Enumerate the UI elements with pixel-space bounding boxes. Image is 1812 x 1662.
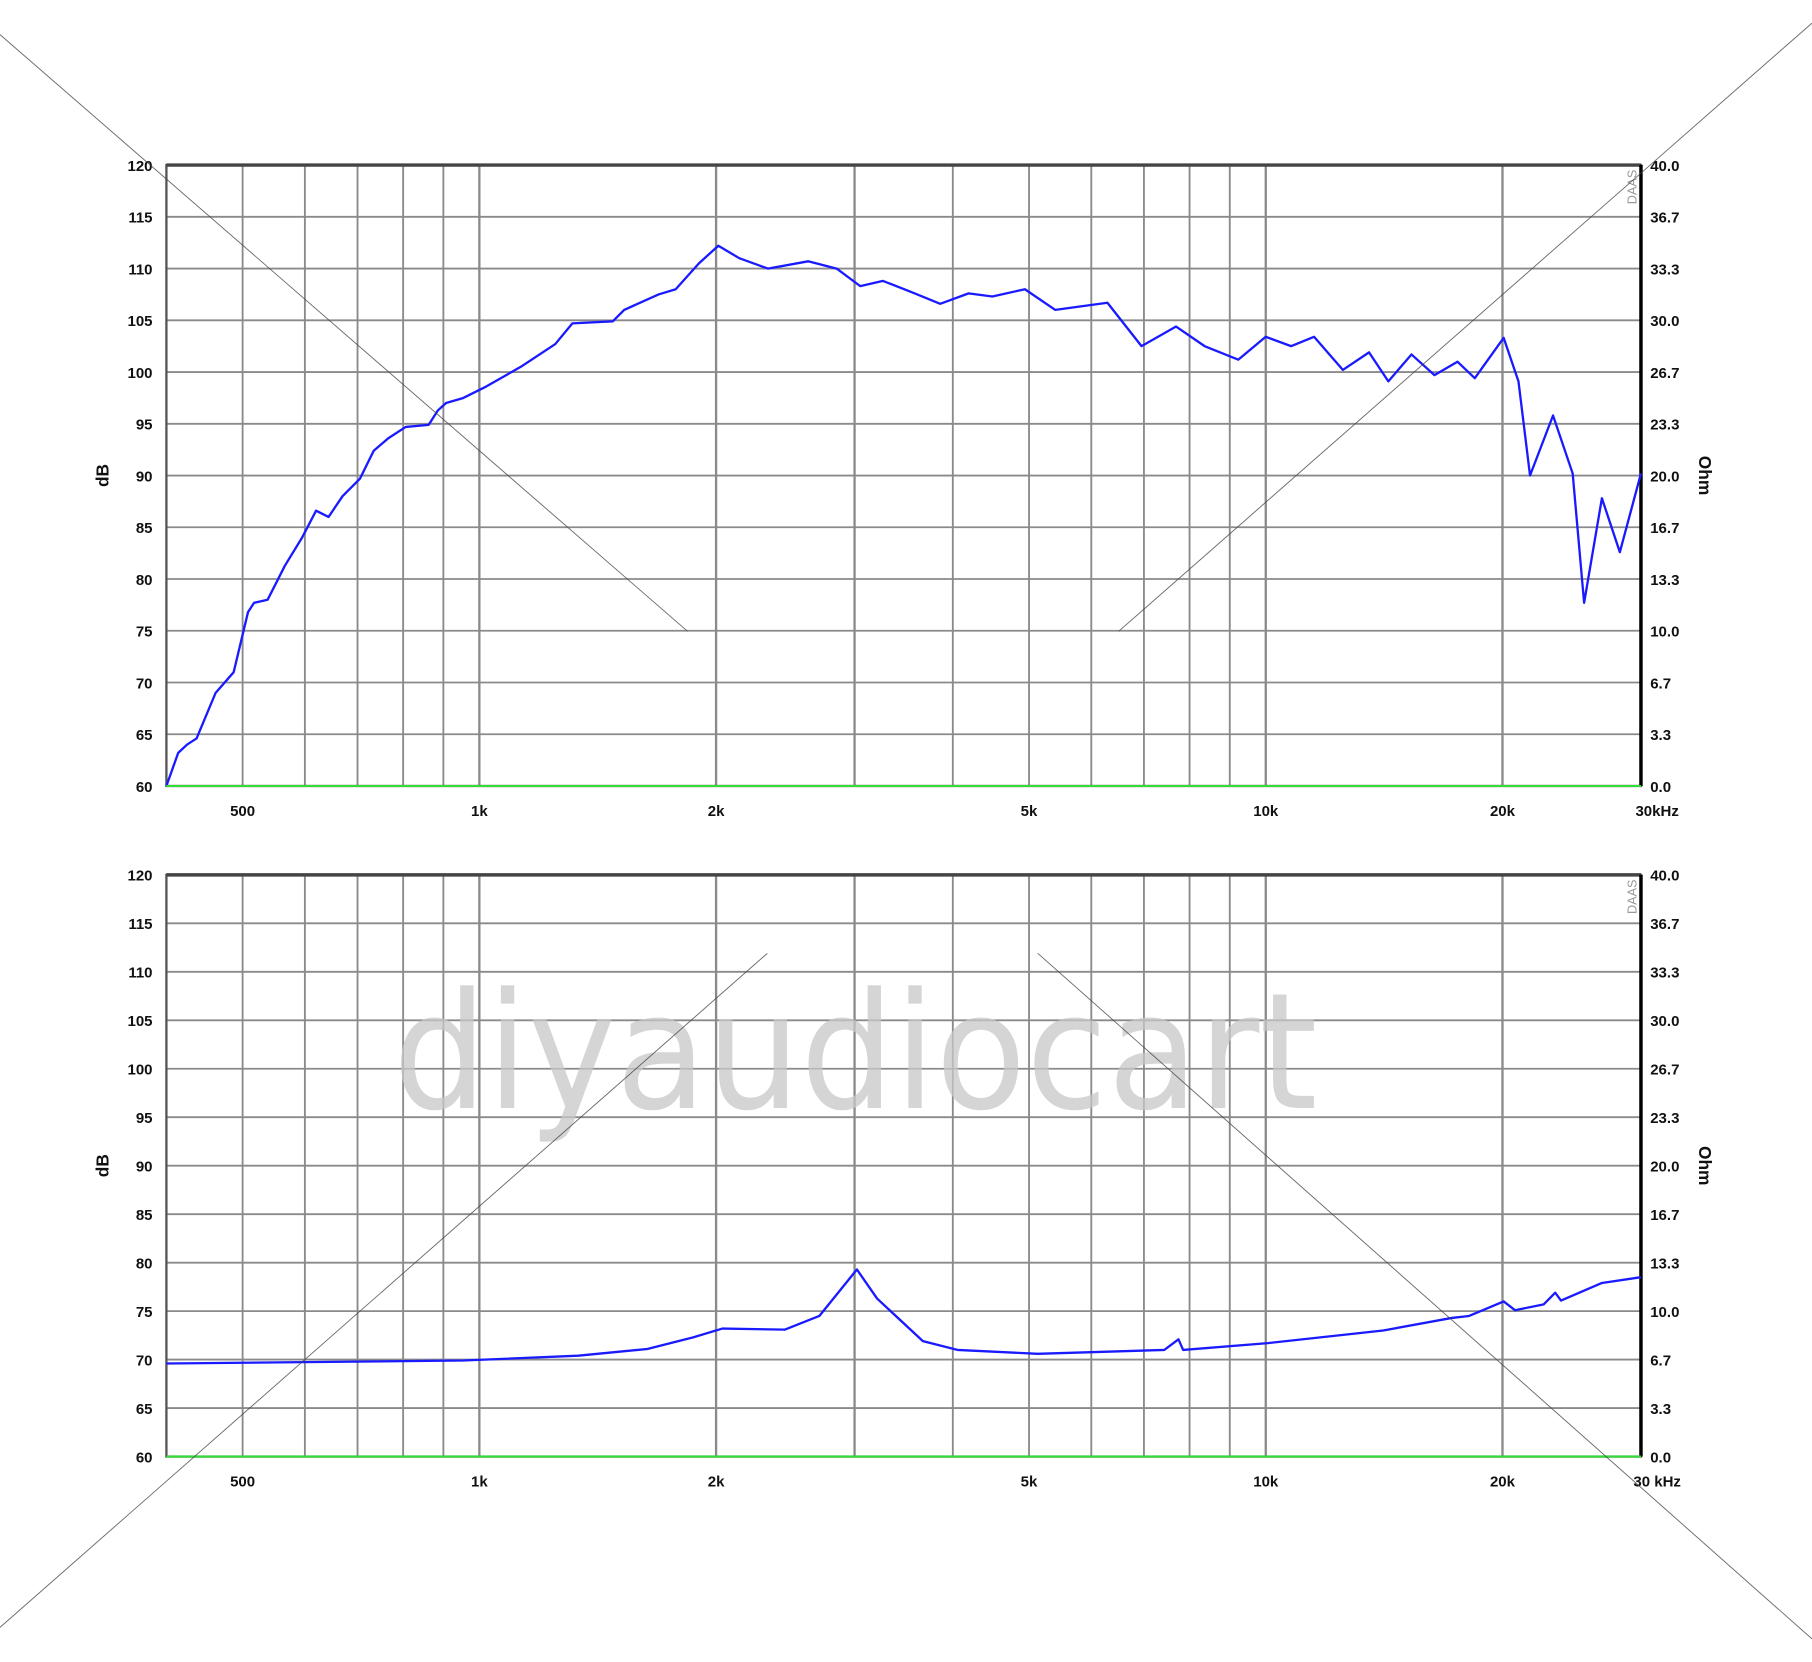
y-tick-label: 110 — [128, 965, 152, 982]
y2-tick-label: 3.3 — [1650, 727, 1671, 744]
y2-tick-label: 40.0 — [1650, 868, 1679, 885]
y-tick-label: 100 — [127, 1062, 152, 1079]
y2-tick-label: 16.7 — [1650, 1207, 1679, 1224]
x-tick-label: 500 — [230, 803, 255, 820]
y2-tick-label: 23.3 — [1650, 1110, 1679, 1127]
diagonal-line — [1037, 952, 1812, 1640]
y-tick-label: 115 — [128, 916, 152, 933]
y2-tick-label: 40.0 — [1650, 158, 1679, 175]
x-tick-label: 20k — [1490, 1474, 1516, 1491]
y-tick-label: 85 — [136, 1207, 153, 1224]
y2-tick-label: 26.7 — [1650, 365, 1679, 382]
y-tick-label: 105 — [127, 1013, 152, 1030]
y2-axis-label: Ohm — [1695, 1146, 1715, 1185]
x-tick-label: 1k — [471, 803, 488, 820]
y2-tick-label: 16.7 — [1650, 520, 1679, 537]
response-curve — [165, 244, 1643, 787]
x-tick-label: 5k — [1021, 1474, 1038, 1491]
y2-tick-label: 0.0 — [1650, 1449, 1671, 1466]
y-tick-label: 90 — [136, 1158, 153, 1175]
x-tick-label: 5k — [1021, 803, 1038, 820]
y-tick-label: 65 — [136, 1401, 153, 1418]
diagonal-line — [1118, 22, 1812, 632]
y2-tick-label: 13.3 — [1650, 1255, 1679, 1272]
response-curve — [166, 1268, 1642, 1365]
x-tick-label: 2k — [708, 1474, 725, 1491]
watermark-text: diyaudiocart — [393, 959, 1317, 1147]
y-tick-label: 100 — [127, 365, 152, 382]
y-tick-label: 75 — [136, 624, 153, 641]
y2-tick-label: 30.0 — [1650, 313, 1679, 330]
y-tick-label: 70 — [136, 1352, 153, 1369]
y-tick-label: 75 — [136, 1304, 153, 1321]
corner-label: DAAS — [1625, 879, 1639, 914]
y2-tick-label: 0.0 — [1650, 779, 1671, 796]
y-tick-label: 105 — [127, 313, 152, 330]
y2-tick-label: 36.7 — [1650, 916, 1679, 933]
x-tick-label: 30 kHz — [1633, 1474, 1681, 1491]
x-tick-label: 10k — [1253, 803, 1279, 820]
chart-1: 120 115 110 105 100 95 90 85 80 75 70 65 60 40.0 36.7 3… — [93, 158, 1715, 820]
y-tick-label: 60 — [136, 1449, 153, 1466]
y2-tick-label: 6.7 — [1650, 1352, 1671, 1369]
y-tick-label: 80 — [136, 572, 153, 589]
chart-2: 120 115 110 105 100 95 90 85 80 75 70 65 60 40.0 36.7 3… — [93, 868, 1715, 1491]
y2-tick-label: 36.7 — [1650, 210, 1679, 227]
y2-axis-label: Ohm — [1695, 456, 1715, 495]
x-tick-label: 2k — [708, 803, 725, 820]
y-tick-label: 85 — [136, 520, 153, 537]
y-tick-label: 80 — [136, 1255, 153, 1272]
diagonal-line — [0, 952, 768, 1628]
x-tick-label: 30kHz — [1635, 803, 1678, 820]
y-tick-label: 60 — [136, 779, 153, 796]
x-tick-label: 20k — [1490, 803, 1516, 820]
y2-tick-label: 33.3 — [1650, 965, 1679, 982]
x-tick-label: 10k — [1253, 1474, 1279, 1491]
y-axis-label: dB — [93, 1154, 113, 1177]
y-tick-label: 115 — [128, 210, 152, 227]
y-tick-label: 65 — [136, 727, 153, 744]
y2-tick-label: 20.0 — [1650, 1158, 1679, 1175]
y-axis-label: dB — [93, 464, 113, 487]
corner-label: DAAS — [1625, 170, 1639, 205]
y-tick-label: 95 — [136, 1110, 153, 1127]
watermark-cross-lines — [0, 22, 1812, 1640]
y-tick-label: 120 — [127, 158, 152, 175]
y-tick-label: 110 — [128, 261, 152, 278]
diagonal-line — [0, 34, 688, 632]
y-tick-label: 90 — [136, 468, 153, 485]
y2-tick-label: 23.3 — [1650, 417, 1679, 434]
y2-tick-label: 13.3 — [1650, 572, 1679, 589]
y-tick-label: 70 — [136, 675, 153, 692]
x-tick-label: 1k — [471, 1474, 488, 1491]
y-tick-label: 120 — [127, 868, 152, 885]
y2-tick-label: 10.0 — [1650, 624, 1679, 641]
y2-tick-label: 26.7 — [1650, 1062, 1679, 1079]
y2-tick-label: 10.0 — [1650, 1304, 1679, 1321]
y-tick-label: 95 — [136, 417, 153, 434]
y2-tick-label: 30.0 — [1650, 1013, 1679, 1030]
y2-tick-label: 6.7 — [1650, 675, 1671, 692]
y2-tick-label: 3.3 — [1650, 1401, 1671, 1418]
y2-tick-label: 20.0 — [1650, 468, 1679, 485]
x-tick-label: 500 — [230, 1474, 255, 1491]
y2-tick-label: 33.3 — [1650, 261, 1679, 278]
